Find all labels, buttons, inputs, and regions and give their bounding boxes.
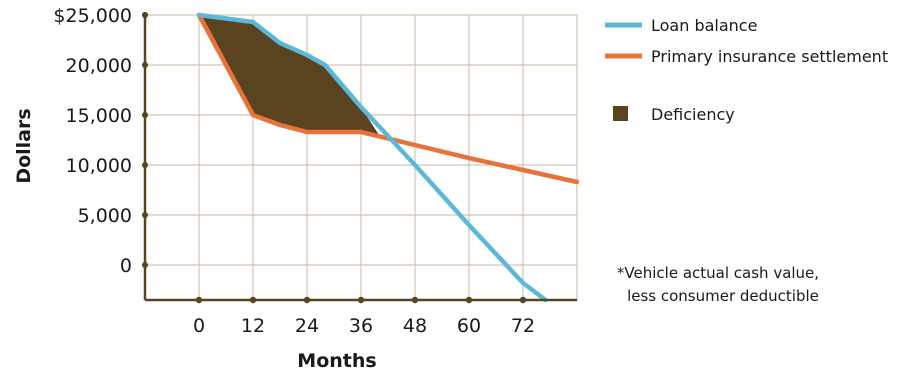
y-tick-label-5: $25,000 bbox=[53, 5, 132, 27]
x-tick-label-6: 72 bbox=[511, 315, 535, 337]
y-tick-dot-2 bbox=[142, 162, 148, 168]
y-tick-label-0: 0 bbox=[120, 255, 132, 277]
x-tick-dot-0 bbox=[195, 296, 203, 304]
y-tick-dot-3 bbox=[142, 112, 148, 118]
x-tick-dot-4 bbox=[411, 296, 419, 304]
loan-balance-line bbox=[196, 12, 548, 303]
y-tick-labels: 0 5,000 10,000 15,000 20,000 $25,000 bbox=[53, 5, 132, 277]
y-tick-label-1: 5,000 bbox=[78, 205, 132, 227]
x-tick-dot-2 bbox=[303, 296, 311, 304]
x-tick-label-3: 36 bbox=[349, 315, 373, 337]
axes bbox=[142, 12, 577, 304]
x-tick-label-2: 24 bbox=[295, 315, 319, 337]
x-tick-labels: 0 12 24 36 48 60 72 bbox=[193, 315, 535, 337]
x-tick-dot-1 bbox=[249, 296, 257, 304]
x-axis-label: Months bbox=[297, 350, 376, 372]
x-tick-label-1: 12 bbox=[241, 315, 265, 337]
legend-label-deficiency: Deficiency bbox=[651, 105, 735, 124]
x-tick-label-0: 0 bbox=[193, 315, 205, 337]
y-tick-dot-4 bbox=[142, 62, 148, 68]
legend-label-primary-insurance: Primary insurance settlement bbox=[651, 47, 888, 66]
x-tick-label-5: 60 bbox=[457, 315, 481, 337]
x-tick-dot-6 bbox=[519, 296, 527, 304]
y-tick-label-4: 20,000 bbox=[66, 55, 132, 77]
y-tick-dot-1 bbox=[142, 212, 148, 218]
x-tick-dot-5 bbox=[465, 296, 473, 304]
y-tick-dot-5 bbox=[142, 12, 148, 18]
y-axis-label: Dollars bbox=[13, 108, 35, 183]
footnote: *Vehicle actual cash value, less consume… bbox=[617, 264, 819, 305]
grid-lines bbox=[144, 14, 578, 300]
y-tick-label-2: 10,000 bbox=[66, 155, 132, 177]
x-tick-label-4: 48 bbox=[403, 315, 427, 337]
primary-insurance-line bbox=[196, 12, 580, 185]
footnote-line-1: *Vehicle actual cash value, bbox=[617, 264, 819, 282]
x-tick-dot-3 bbox=[357, 296, 365, 304]
legend-label-loan-balance: Loan balance bbox=[651, 16, 757, 35]
y-tick-dot-0 bbox=[142, 262, 148, 268]
legend-swatch-deficiency bbox=[613, 106, 628, 121]
legend: Loan balance Primary insurance settlemen… bbox=[605, 16, 888, 124]
deficiency-area bbox=[199, 15, 380, 137]
series-lines bbox=[196, 12, 580, 303]
footnote-line-2: less consumer deductible bbox=[627, 287, 819, 305]
y-tick-label-3: 15,000 bbox=[66, 105, 132, 127]
